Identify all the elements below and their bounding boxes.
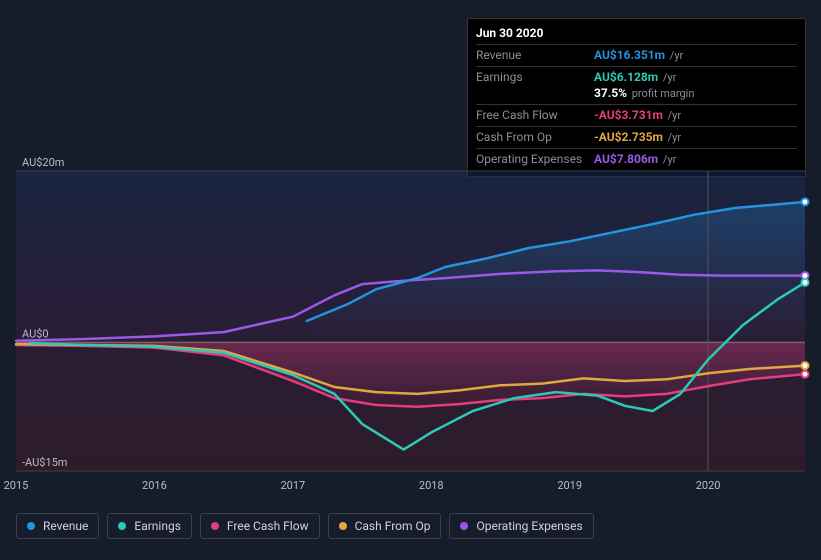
legend-item-revenue[interactable]: Revenue xyxy=(16,513,99,539)
svg-text:2015: 2015 xyxy=(4,479,29,492)
chart-container: AU$20m AU$0 -AU$15m 2015 2016 2017 2018 2019 202… xyxy=(0,155,821,500)
legend-item-free-cash-flow[interactable]: Free Cash Flow xyxy=(200,513,320,539)
chart-legend: Revenue Earnings Free Cash Flow Cash From O… xyxy=(16,513,594,539)
svg-text:2018: 2018 xyxy=(419,479,444,492)
tooltip-date: Jun 30 2020 xyxy=(476,23,797,44)
legend-item-operating-expenses[interactable]: Operating Expenses xyxy=(449,513,593,539)
legend-dot-icon xyxy=(339,522,347,530)
legend-dot-icon xyxy=(211,522,219,530)
legend-item-cash-from-op[interactable]: Cash From Op xyxy=(328,513,442,539)
svg-text:2020: 2020 xyxy=(696,479,721,492)
svg-text:-AU$15m: -AU$15m xyxy=(22,456,67,469)
legend-item-earnings[interactable]: Earnings xyxy=(107,513,192,539)
legend-label: Revenue xyxy=(43,519,88,533)
svg-text:AU$0: AU$0 xyxy=(22,327,49,340)
financial-line-chart: AU$20m AU$0 -AU$15m 2015 2016 2017 2018 2019 202… xyxy=(0,155,821,500)
svg-text:2017: 2017 xyxy=(280,479,305,492)
legend-label: Earnings xyxy=(134,519,181,533)
legend-dot-icon xyxy=(118,522,126,530)
tooltip-table: RevenueAU$16.351m /yrEarningsAU$6.128m /… xyxy=(476,44,797,170)
svg-text:2019: 2019 xyxy=(557,479,582,492)
chart-tooltip: Jun 30 2020 RevenueAU$16.351m /yrEarning… xyxy=(467,18,806,177)
svg-text:AU$20m: AU$20m xyxy=(22,156,64,169)
legend-label: Free Cash Flow xyxy=(227,519,309,533)
legend-dot-icon xyxy=(27,522,35,530)
svg-text:2016: 2016 xyxy=(142,479,167,492)
legend-label: Cash From Op xyxy=(355,519,431,533)
legend-dot-icon xyxy=(460,522,468,530)
legend-label: Operating Expenses xyxy=(476,519,582,533)
